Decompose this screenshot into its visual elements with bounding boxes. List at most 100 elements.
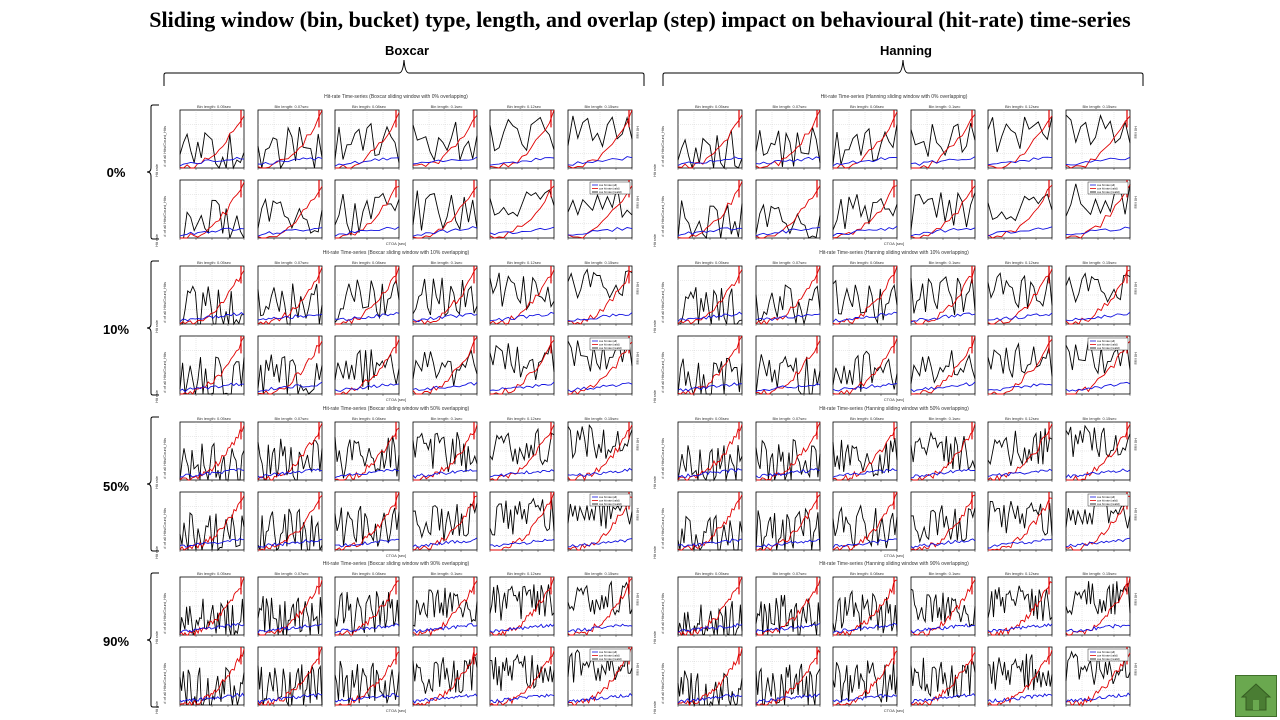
blue-series-line bbox=[755, 693, 820, 704]
figure-y-axis-label-outer: Hit rate bbox=[652, 701, 657, 714]
black-series-line bbox=[910, 588, 975, 628]
legend-label: cue hit rate (all) bbox=[599, 183, 617, 187]
legend-label: cue hit rate (valid) bbox=[1097, 654, 1118, 658]
blue-series-line bbox=[412, 381, 477, 391]
chart-panel bbox=[256, 643, 328, 713]
panel-title: Bin length: 0.05sec bbox=[196, 104, 232, 109]
chart-panel: Bin length: 0.12sec bbox=[986, 571, 1058, 643]
chart-panel: Bin length: 0.15sec Hit rate bbox=[566, 416, 641, 488]
row-brace bbox=[146, 416, 159, 552]
chart-panel bbox=[411, 488, 483, 558]
black-series-line bbox=[334, 435, 400, 479]
black-series-line bbox=[567, 268, 632, 300]
red-series-line bbox=[1065, 184, 1130, 239]
red-series-line bbox=[833, 650, 898, 706]
black-series-line bbox=[257, 664, 322, 707]
black-series-line bbox=[567, 115, 632, 148]
blue-series-line bbox=[567, 623, 632, 633]
panel-plot bbox=[677, 179, 743, 240]
chart-panel: Bin length: 0.1sec bbox=[909, 104, 981, 176]
panel-title: Bin length: 0.15sec bbox=[584, 104, 619, 109]
panel-y2-axis-label: Hit rate bbox=[1133, 126, 1139, 139]
red-series-line bbox=[257, 267, 322, 325]
red-series-line bbox=[335, 651, 400, 706]
panel-plot bbox=[257, 179, 322, 240]
panel-y2-axis-label: Hit rate bbox=[635, 126, 641, 139]
panel-plot bbox=[489, 421, 555, 482]
chart-panel: cue hit rate (all) cue hit rate (valid) cu… bbox=[1064, 643, 1139, 713]
red-series-line bbox=[335, 339, 400, 395]
figure-x-axis-label: CTOA [sec] bbox=[385, 708, 407, 713]
figure-x-axis-label: CTOA [sec] bbox=[883, 708, 905, 713]
chart-panel: Bin length: 0.07sec bbox=[754, 416, 826, 488]
chart-panel: Bin length: 0.1sec bbox=[411, 260, 483, 332]
black-series-line bbox=[755, 284, 820, 324]
panel-y2-axis-label: Hit rate bbox=[635, 438, 641, 451]
panel-y2-axis-label: Hit rate bbox=[635, 593, 641, 606]
figure-x-axis-label: CTOA [sec] bbox=[883, 241, 905, 246]
panel-title: Bin length: 0.12sec bbox=[1004, 416, 1040, 421]
panel-plot: cue hit rate (all)cue hit rate (valid)cu… bbox=[1065, 491, 1130, 552]
blue-series-line bbox=[832, 622, 898, 633]
black-series-line bbox=[334, 660, 400, 704]
chart-panel: Bin length: 0.15sec Hit rate bbox=[566, 260, 641, 332]
figure-y-axis-label-outer: Hit rate bbox=[652, 546, 657, 559]
panel-plot bbox=[755, 179, 820, 240]
black-series-line bbox=[489, 189, 555, 217]
panel-title: Bin length: 0.08sec bbox=[351, 416, 387, 421]
black-series-line bbox=[677, 601, 743, 636]
red-series-line bbox=[257, 494, 322, 551]
figure-y-axis-label: # of all Hits/Count_Hits bbox=[660, 508, 665, 549]
panel-title: Bin length: 0.1sec bbox=[430, 104, 463, 109]
chart-panel: Bin length: 0.08sec bbox=[831, 571, 903, 643]
figure-x-axis-label: CTOA [sec] bbox=[385, 241, 407, 246]
red-series-line bbox=[335, 112, 400, 169]
figure-hanning-10pct: Hit-rate Time-series (Hanning sliding wi… bbox=[646, 250, 1142, 404]
panel-plot bbox=[910, 421, 975, 482]
figure-x-axis-label: CTOA [sec] bbox=[385, 553, 407, 558]
figure-title: Hit-rate Time-series (Hanning sliding wi… bbox=[819, 561, 969, 567]
chart-panel bbox=[831, 332, 903, 402]
chart-panel: Bin length: 0.12sec bbox=[986, 260, 1058, 332]
home-button[interactable] bbox=[1235, 675, 1277, 717]
panel-y2-axis-label: Hit rate bbox=[1133, 282, 1139, 295]
chart-panel bbox=[909, 332, 981, 402]
panel-title: Bin length: 0.1sec bbox=[928, 571, 961, 576]
blue-series-line bbox=[179, 537, 245, 548]
chart-panel bbox=[178, 176, 250, 246]
panel-title: Bin length: 0.08sec bbox=[351, 571, 387, 576]
panel-title: Bin length: 0.15sec bbox=[584, 416, 619, 421]
blue-series-line bbox=[832, 694, 898, 704]
row-label-90: 90% bbox=[102, 634, 130, 649]
figure-y-axis-label: # of all Hits/Count_Hits bbox=[162, 663, 167, 704]
chart-panel bbox=[333, 488, 405, 558]
legend-label: cue hit rate (invalid) bbox=[599, 190, 622, 194]
chart-panel: Bin length: 0.05sec bbox=[676, 260, 748, 332]
blue-series-line bbox=[489, 381, 555, 391]
red-series-line bbox=[257, 186, 322, 239]
blue-series-line bbox=[334, 226, 400, 237]
blue-series-line bbox=[334, 693, 400, 703]
panel-title: Bin length: 0.08sec bbox=[351, 104, 387, 109]
red-series-line bbox=[257, 423, 322, 481]
panel-plot bbox=[179, 646, 245, 707]
blue-series-line bbox=[489, 311, 555, 322]
blue-series-line bbox=[677, 382, 743, 392]
chart-panel: cue hit rate (all) cue hit rate (valid) cu… bbox=[566, 488, 641, 558]
figure-y-axis-label-outer: Hit rate bbox=[652, 164, 657, 177]
figure-y-axis-label-outer: Hit rate bbox=[652, 476, 657, 489]
blue-series-line bbox=[567, 692, 632, 704]
figure-y-axis-label-outer: Hit rate bbox=[652, 631, 657, 644]
chart-panel bbox=[488, 643, 560, 713]
panel-plot bbox=[412, 265, 477, 326]
blue-series-line bbox=[412, 156, 477, 165]
red-series-line bbox=[910, 335, 975, 395]
red-series-line bbox=[677, 181, 743, 239]
panel-plot bbox=[1065, 576, 1130, 637]
panel-title: Bin length: 0.15sec bbox=[1082, 416, 1117, 421]
blue-series-line bbox=[832, 311, 898, 323]
panel-plot bbox=[257, 109, 322, 170]
chart-panel bbox=[488, 488, 560, 558]
figure-boxcar-0pct: Hit-rate Time-series (Boxcar sliding win… bbox=[148, 94, 644, 248]
panel-title: Bin length: 0.1sec bbox=[928, 416, 961, 421]
